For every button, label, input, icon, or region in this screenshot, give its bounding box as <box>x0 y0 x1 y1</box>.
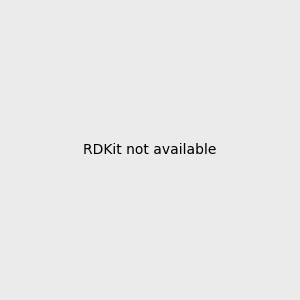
Text: RDKit not available: RDKit not available <box>83 143 217 157</box>
